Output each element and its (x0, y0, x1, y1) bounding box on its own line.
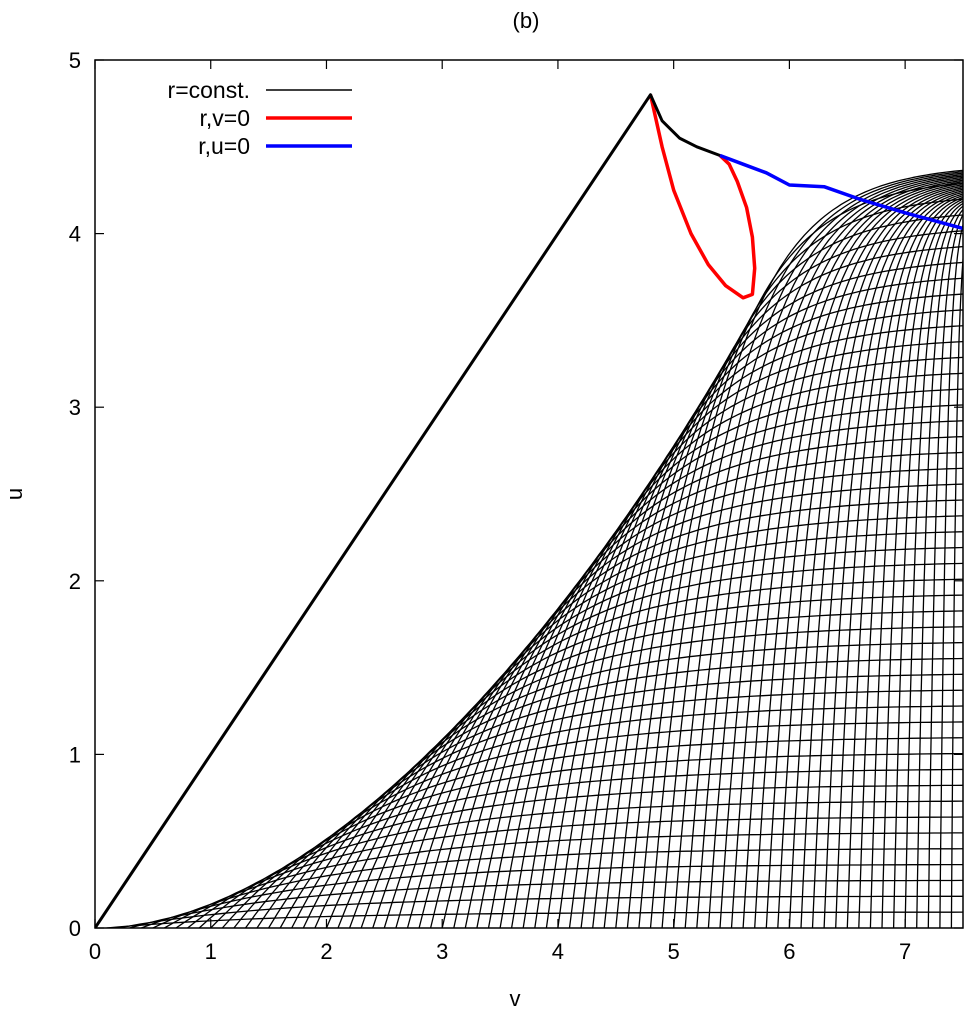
contour-line (927, 213, 963, 928)
contour-line (244, 721, 963, 928)
contour-line (534, 325, 963, 928)
contour-line (892, 202, 963, 928)
axis-ticks: 0 1 2 3 4 5 6 7 0 1 2 3 4 5 (69, 48, 963, 964)
contour-line (939, 222, 963, 928)
contour-line (580, 261, 963, 928)
contour-line (175, 816, 963, 928)
contour-line (719, 178, 963, 928)
y-tick-label: 1 (69, 742, 81, 767)
contour-line (638, 182, 963, 928)
chart-title: (b) (513, 8, 540, 33)
contour-line (707, 176, 963, 928)
contour-lines (106, 169, 963, 928)
contour-line (314, 626, 963, 928)
contour-line (476, 404, 963, 928)
contour-line (696, 175, 963, 928)
contour-line (499, 372, 963, 928)
y-axis-label: u (2, 488, 27, 500)
contour-line (916, 208, 963, 928)
y-tick-label: 5 (69, 48, 81, 73)
contour-line (661, 171, 963, 928)
contour-line (198, 784, 963, 928)
boundary-line (95, 93, 721, 928)
contour-line (360, 562, 963, 928)
contour-line (441, 451, 963, 928)
contour-line (592, 245, 963, 928)
contour-line (210, 768, 963, 928)
legend: r=const.r,v=0r,u=0 (168, 77, 352, 159)
legend-label: r,v=0 (199, 105, 250, 131)
contour-line (788, 187, 963, 928)
x-tick-label: 1 (205, 939, 217, 964)
contour-line (881, 200, 963, 928)
contour-line (858, 196, 963, 928)
legend-label: r=const. (168, 77, 250, 103)
y-tick-label: 2 (69, 569, 81, 594)
contour-line (649, 169, 963, 928)
contour-line (730, 179, 963, 928)
ru-zero-line (719, 153, 963, 231)
contour-line (603, 230, 963, 928)
contour-line (325, 610, 963, 928)
contour-line (742, 181, 963, 928)
contour-line (117, 895, 963, 928)
y-tick-label: 0 (69, 916, 81, 941)
contour-line (904, 205, 963, 928)
rv-zero-line (648, 94, 757, 300)
x-tick-label: 7 (899, 939, 911, 964)
contour-line (348, 578, 963, 928)
contour-line (673, 172, 963, 928)
contour-line (950, 252, 963, 928)
contour-line (418, 483, 963, 928)
contour-line (754, 182, 963, 928)
contour-line (406, 499, 963, 928)
contour-line (453, 435, 963, 928)
contour-line (777, 185, 963, 928)
contour-line (684, 173, 963, 928)
contour-line (510, 356, 963, 928)
series-lines (95, 93, 963, 928)
y-tick-label: 4 (69, 222, 81, 247)
contour-line (846, 194, 963, 928)
contour-line (835, 193, 963, 928)
contour-line (765, 184, 963, 928)
x-tick-label: 2 (320, 939, 332, 964)
contour-line (141, 863, 963, 928)
contour-line (800, 188, 963, 928)
contour-line (487, 388, 963, 928)
x-tick-label: 0 (89, 939, 101, 964)
contour-line (869, 198, 963, 928)
legend-label: r,u=0 (198, 133, 250, 159)
x-axis-label: v (510, 986, 521, 1011)
contour-line (372, 546, 963, 928)
contour-line (464, 420, 963, 928)
contour-line (545, 309, 963, 928)
contour-line (823, 191, 963, 928)
x-tick-label: 4 (552, 939, 564, 964)
x-tick-label: 5 (668, 939, 680, 964)
x-tick-label: 3 (436, 939, 448, 964)
contour-line (811, 190, 963, 928)
contour-line (106, 911, 963, 928)
y-tick-label: 3 (69, 395, 81, 420)
x-tick-label: 6 (783, 939, 795, 964)
plot-frame (94, 59, 964, 929)
contour-line (557, 293, 963, 928)
